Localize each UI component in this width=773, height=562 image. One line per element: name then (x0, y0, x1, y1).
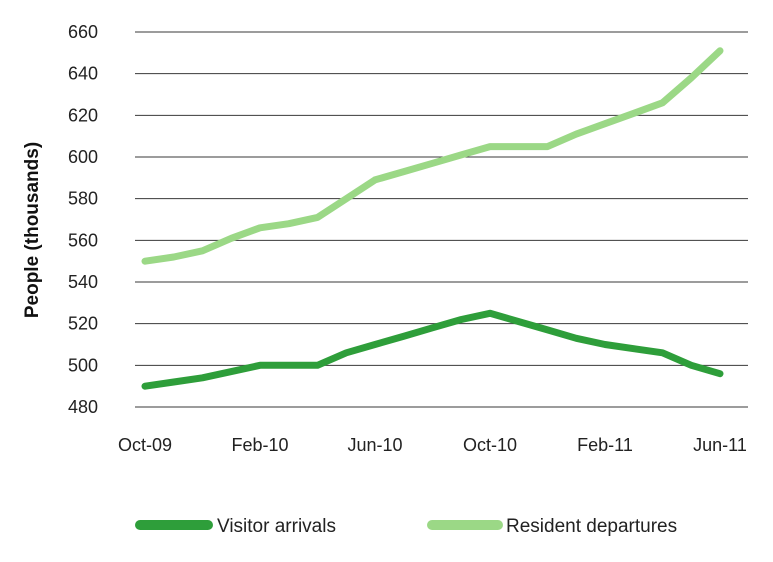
legend-label-resident-departures: Resident departures (506, 516, 677, 537)
y-tick-label: 480 (68, 397, 98, 417)
x-tick-label: Feb-10 (231, 435, 288, 455)
y-tick-label: 540 (68, 272, 98, 292)
y-tick-label: 560 (68, 230, 98, 250)
series-lines (141, 47, 724, 390)
y-axis-label: People (thousands) (22, 142, 43, 318)
y-tick-label: 520 (68, 314, 98, 334)
series-line-visitor-arrivals (141, 309, 724, 390)
x-tick-label: Oct-10 (463, 435, 517, 455)
legend-item-resident-departures: Resident departures (427, 516, 677, 537)
y-tick-label: 500 (68, 355, 98, 375)
y-tick-label: 580 (68, 189, 98, 209)
y-tick-label: 640 (68, 64, 98, 84)
legend-label-visitor-arrivals: Visitor arrivals (217, 516, 336, 537)
gridlines (135, 31, 748, 408)
series-line-resident-departures (141, 47, 724, 265)
y-tick-label: 620 (68, 105, 98, 125)
x-tick-label: Feb-11 (577, 435, 633, 455)
y-tick-label: 660 (68, 22, 98, 42)
x-tick-label: Jun-11 (693, 435, 747, 455)
y-tick-label: 600 (68, 147, 98, 167)
x-axis-ticks: Oct-09 Feb-10 Jun-10 Oct-10 Feb-11 Jun-11 (118, 435, 747, 455)
y-axis-ticks: 480 500 520 540 560 580 600 620 640 660 (68, 22, 98, 417)
legend: Visitor arrivals Resident departures (135, 516, 677, 537)
x-tick-label: Jun-10 (347, 435, 402, 455)
legend-item-visitor-arrivals: Visitor arrivals (135, 516, 336, 537)
x-tick-label: Oct-09 (118, 435, 172, 455)
